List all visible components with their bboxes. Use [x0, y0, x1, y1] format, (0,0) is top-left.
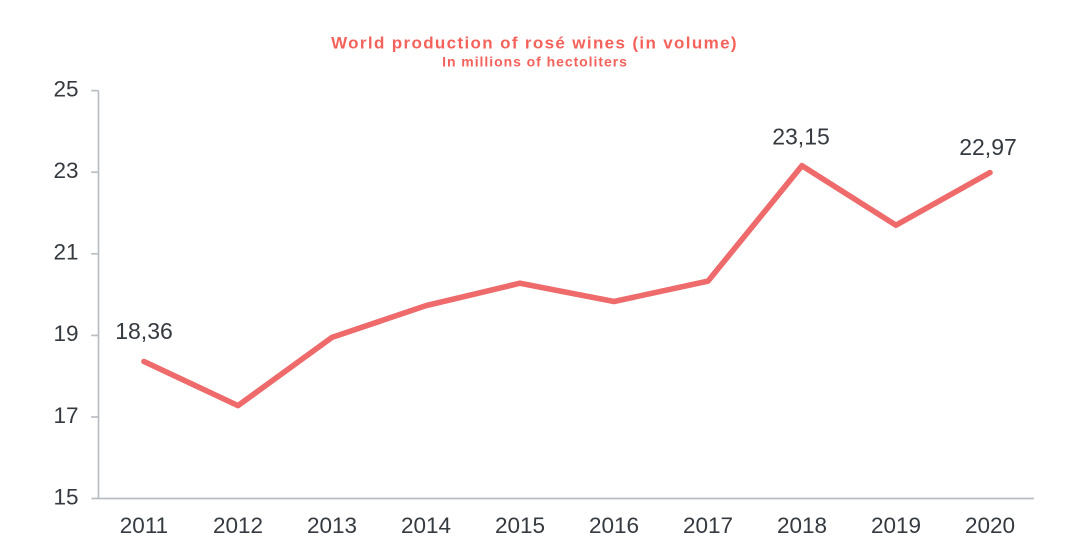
svg-text:23,15: 23,15: [772, 124, 830, 150]
svg-text:17: 17: [53, 403, 78, 428]
svg-text:2019: 2019: [871, 513, 921, 538]
svg-text:15: 15: [53, 484, 78, 509]
svg-text:25: 25: [53, 76, 78, 101]
svg-text:18,36: 18,36: [115, 318, 173, 344]
svg-text:22,97: 22,97: [959, 134, 1017, 160]
svg-text:2015: 2015: [495, 513, 545, 538]
svg-text:In millions of hectoliters: In millions of hectoliters: [442, 53, 628, 69]
svg-text:2014: 2014: [401, 513, 451, 538]
svg-text:2017: 2017: [683, 513, 733, 538]
svg-text:2011: 2011: [120, 513, 168, 538]
svg-text:2013: 2013: [307, 513, 357, 538]
svg-text:2020: 2020: [965, 513, 1015, 538]
svg-text:World production of rosé wines: World production of rosé wines (in volum…: [331, 33, 738, 52]
svg-text:2016: 2016: [589, 513, 639, 538]
svg-text:23: 23: [53, 158, 78, 183]
svg-text:2018: 2018: [777, 513, 827, 538]
svg-text:19: 19: [53, 321, 78, 346]
svg-text:21: 21: [53, 240, 78, 265]
svg-text:2012: 2012: [213, 513, 263, 538]
